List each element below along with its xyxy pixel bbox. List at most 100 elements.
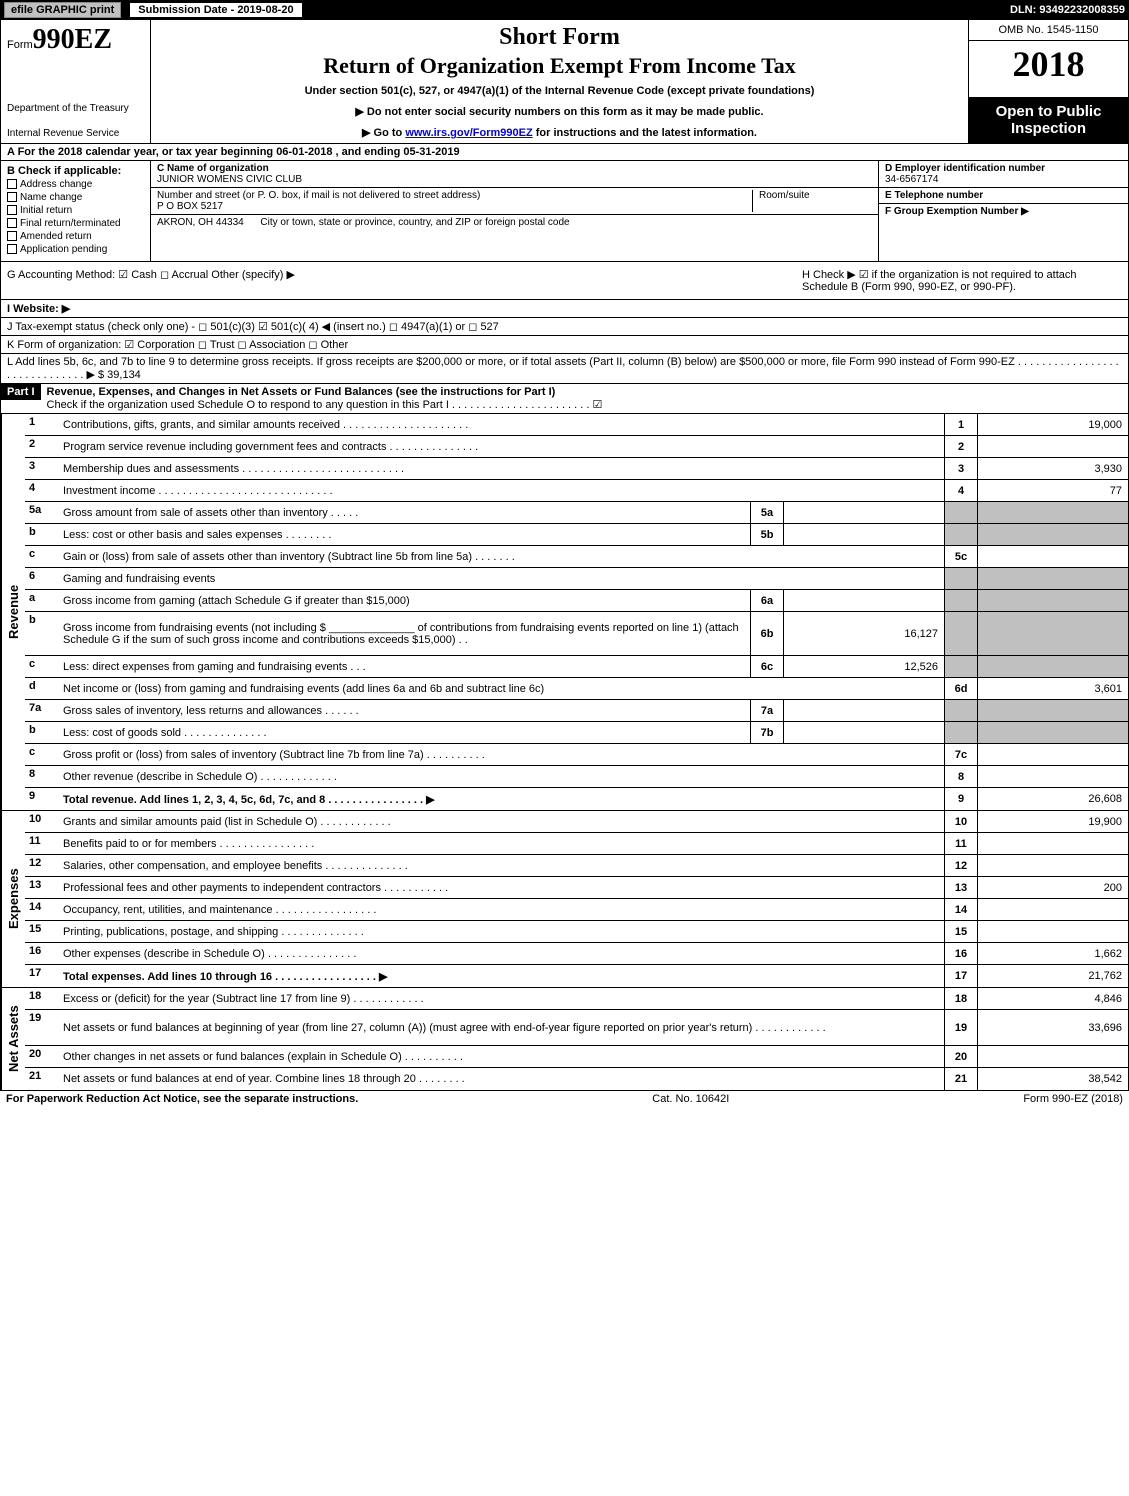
form-header: Form990EZ Department of the Treasury Int…: [0, 20, 1129, 144]
inner-col-val: [784, 722, 944, 743]
col-num: 3: [944, 458, 978, 479]
row-desc: Gross amount from sale of assets other t…: [59, 502, 750, 523]
col-val: 19,000: [978, 414, 1128, 435]
net-assets-section: Net Assets 18 Excess or (deficit) for th…: [0, 988, 1129, 1091]
row-num: c: [25, 656, 59, 677]
chk-amended-return[interactable]: Amended return: [7, 231, 144, 242]
section-l-text: L Add lines 5b, 6c, and 7b to line 9 to …: [7, 356, 1119, 381]
col-num: 11: [944, 833, 978, 854]
part1-subtitle: Check if the organization used Schedule …: [47, 399, 603, 411]
row-4: 4 Investment income . . . . . . . . . . …: [25, 480, 1128, 502]
section-bcdef: B Check if applicable: Address change Na…: [0, 161, 1129, 262]
row-desc: Other expenses (describe in Schedule O) …: [59, 943, 944, 964]
row-num: b: [25, 612, 59, 655]
col-val: [978, 1046, 1128, 1067]
section-e-label: E Telephone number: [885, 190, 1122, 201]
efile-print-button[interactable]: efile GRAPHIC print: [4, 2, 121, 18]
section-b-label: B Check if applicable:: [7, 165, 144, 177]
row-num: 4: [25, 480, 59, 501]
chk-final-return[interactable]: Final return/terminated: [7, 218, 144, 229]
irs-link[interactable]: www.irs.gov/Form990EZ: [405, 127, 532, 139]
row-desc: Net assets or fund balances at beginning…: [59, 1010, 944, 1045]
section-c-label: C Name of organization: [157, 163, 872, 174]
col-num-shaded: [944, 656, 978, 677]
open-public-l1: Open to Public: [971, 103, 1126, 120]
row-6d: d Net income or (loss) from gaming and f…: [25, 678, 1128, 700]
row-14: 14 Occupancy, rent, utilities, and maint…: [25, 899, 1128, 921]
row-num: 20: [25, 1046, 59, 1067]
row-8: 8 Other revenue (describe in Schedule O)…: [25, 766, 1128, 788]
row-desc: Less: direct expenses from gaming and fu…: [59, 656, 750, 677]
col-val-shaded: [978, 656, 1128, 677]
row-desc: Less: cost of goods sold . . . . . . . .…: [59, 722, 750, 743]
chk-address-change[interactable]: Address change: [7, 179, 144, 190]
inner-col-val: [784, 502, 944, 523]
return-title: Return of Organization Exempt From Incom…: [155, 53, 964, 79]
col-num: 14: [944, 899, 978, 920]
col-val: [978, 546, 1128, 567]
chk-initial-return[interactable]: Initial return: [7, 205, 144, 216]
row-num: c: [25, 744, 59, 765]
tax-year: 2018: [969, 41, 1128, 87]
section-k: K Form of organization: ☑ Corporation ◻ …: [0, 336, 1129, 354]
under-section: Under section 501(c), 527, or 4947(a)(1)…: [155, 85, 964, 97]
row-num: c: [25, 546, 59, 567]
col-val-shaded: [978, 590, 1128, 611]
addr-label: Number and street (or P. O. box, if mail…: [157, 190, 752, 201]
inner-col-num: 7a: [750, 700, 784, 721]
inner-col-num: 6b: [750, 612, 784, 655]
section-def: D Employer identification number 34-6567…: [878, 161, 1128, 261]
row-1: 1 Contributions, gifts, grants, and simi…: [25, 414, 1128, 436]
row-9: 9 Total revenue. Add lines 1, 2, 3, 4, 5…: [25, 788, 1128, 810]
section-d: D Employer identification number 34-6567…: [879, 161, 1128, 188]
col-val: [978, 833, 1128, 854]
row-desc: Other changes in net assets or fund bala…: [59, 1046, 944, 1067]
chk-name-change[interactable]: Name change: [7, 192, 144, 203]
row-5b: b Less: cost or other basis and sales ex…: [25, 524, 1128, 546]
ein-value: 34-6567174: [885, 174, 1122, 185]
row-desc: Professional fees and other payments to …: [59, 877, 944, 898]
col-val-shaded: [978, 612, 1128, 655]
section-gh: G Accounting Method: ☑ Cash ◻ Accrual Ot…: [0, 262, 1129, 300]
row-11: 11 Benefits paid to or for members . . .…: [25, 833, 1128, 855]
row-num: 1: [25, 414, 59, 435]
row-6: 6 Gaming and fundraising events: [25, 568, 1128, 590]
open-to-public: Open to Public Inspection: [969, 97, 1128, 143]
form-prefix: Form: [7, 39, 33, 51]
row-num: 11: [25, 833, 59, 854]
inner-col-num: 7b: [750, 722, 784, 743]
goto-post: for instructions and the latest informat…: [533, 127, 757, 139]
row-num: 7a: [25, 700, 59, 721]
col-val-shaded: [978, 502, 1128, 523]
col-num: 10: [944, 811, 978, 832]
inner-col-val: 12,526: [784, 656, 944, 677]
row-7c: c Gross profit or (loss) from sales of i…: [25, 744, 1128, 766]
footer: For Paperwork Reduction Act Notice, see …: [0, 1091, 1129, 1107]
col-num: 19: [944, 1010, 978, 1045]
inner-col-val: [784, 590, 944, 611]
submission-date: Submission Date - 2019-08-20: [129, 2, 302, 18]
row-desc: Printing, publications, postage, and shi…: [59, 921, 944, 942]
short-form-title: Short Form: [155, 24, 964, 51]
section-i: I Website: ▶: [0, 300, 1129, 318]
col-val: [978, 899, 1128, 920]
row-num: 5a: [25, 502, 59, 523]
col-num: 17: [944, 965, 978, 987]
row-num: 2: [25, 436, 59, 457]
row-21: 21 Net assets or fund balances at end of…: [25, 1068, 1128, 1090]
revenue-section: Revenue 1 Contributions, gifts, grants, …: [0, 414, 1129, 811]
row-num: 6: [25, 568, 59, 589]
col-num: 20: [944, 1046, 978, 1067]
row-desc: Less: cost or other basis and sales expe…: [59, 524, 750, 545]
row-desc: Gross income from fundraising events (no…: [59, 612, 750, 655]
footer-right: Form 990-EZ (2018): [1023, 1093, 1123, 1105]
row-desc: Total expenses. Add lines 10 through 16 …: [59, 965, 944, 987]
chk-application-pending[interactable]: Application pending: [7, 244, 144, 255]
col-val-shaded: [978, 722, 1128, 743]
section-g: G Accounting Method: ☑ Cash ◻ Accrual Ot…: [7, 268, 295, 293]
row-num: 16: [25, 943, 59, 964]
col-val: 19,900: [978, 811, 1128, 832]
row-6b: b Gross income from fundraising events (…: [25, 612, 1128, 656]
row-desc: Salaries, other compensation, and employ…: [59, 855, 944, 876]
form-number-big: 990EZ: [33, 24, 112, 55]
